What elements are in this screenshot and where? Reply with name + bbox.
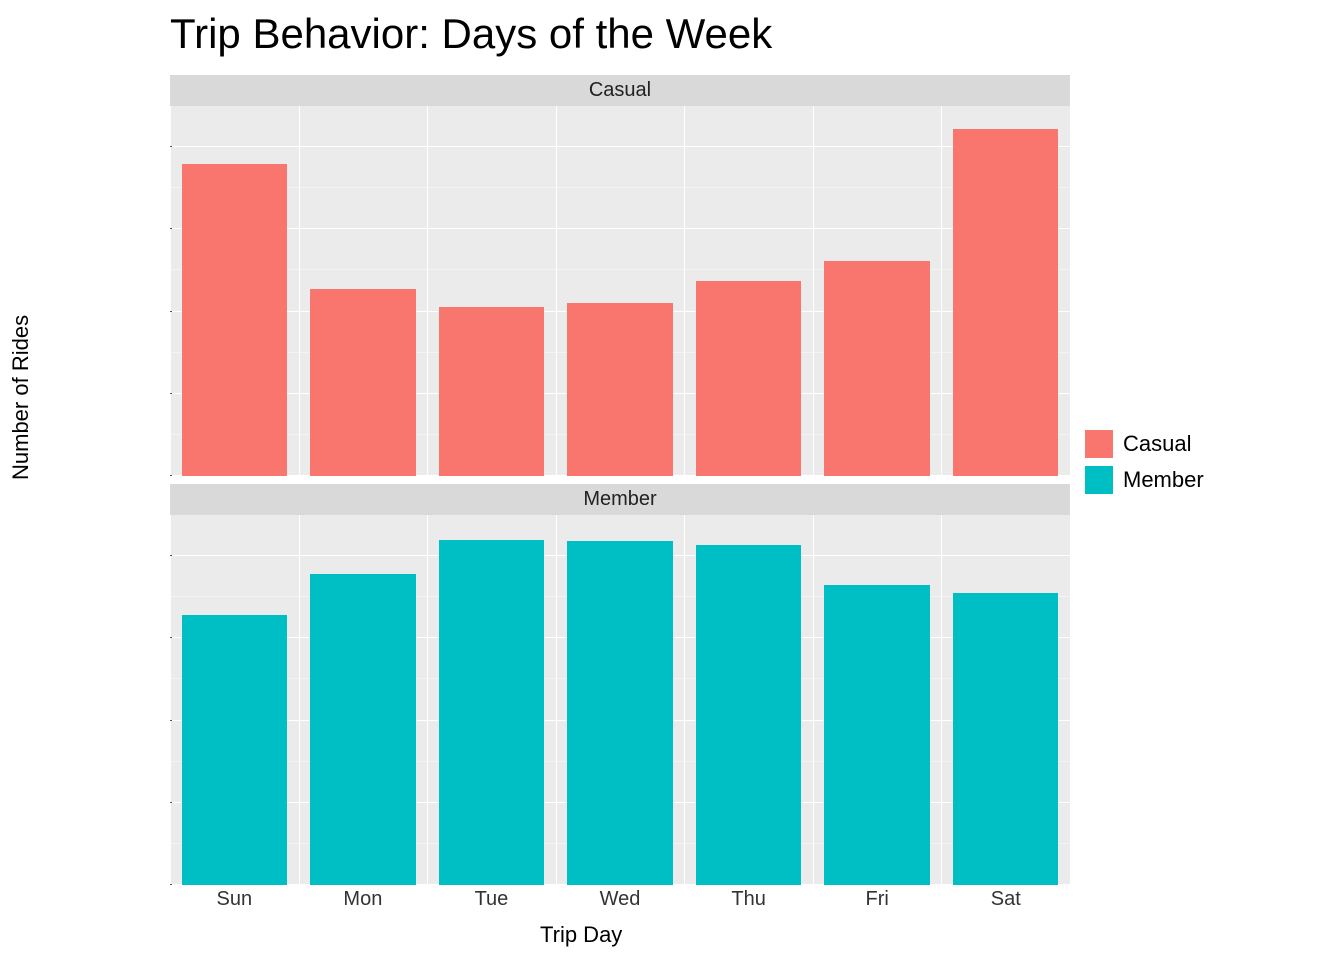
legend-swatch [1085,466,1113,494]
bar [696,545,801,885]
legend-label: Casual [1123,431,1191,457]
x-tick-label: Fri [813,888,942,911]
bar [953,593,1058,885]
chart-title: Trip Behavior: Days of the Week [170,10,772,58]
bar [439,540,544,885]
bar [310,289,415,476]
bar [824,585,929,885]
bar [567,303,672,476]
facet-member: Member0100,000200,000300,000400,000 [170,484,1070,885]
x-tick-label: Thu [684,888,813,911]
plot-panel: 0100,000200,000300,000400,000 [170,106,1070,476]
legend-item: Member [1085,466,1204,494]
bar [953,129,1058,476]
x-tick-labels: SunMonTueWedThuFriSat [170,888,1070,911]
facet-grid: Casual0100,000200,000300,000400,000Membe… [170,75,1070,885]
bar [439,307,544,476]
bar [567,541,672,885]
x-axis-label: Trip Day [540,922,622,948]
plot-panel: 0100,000200,000300,000400,000 [170,515,1070,885]
x-tick-label: Wed [556,888,685,911]
facet-strip: Member [170,484,1070,515]
legend-label: Member [1123,467,1204,493]
x-tick-label: Tue [427,888,556,911]
x-tick-label: Sun [170,888,299,911]
legend-item: Casual [1085,430,1204,458]
legend-swatch [1085,430,1113,458]
chart-container: Trip Behavior: Days of the Week Number o… [0,0,1344,960]
x-tick-label: Mon [299,888,428,911]
facet-strip: Casual [170,75,1070,106]
bar [824,261,929,476]
facet-casual: Casual0100,000200,000300,000400,000 [170,75,1070,476]
x-tick-label: Sat [941,888,1070,911]
bar [182,615,287,885]
legend: Casual Member [1085,430,1204,494]
y-axis-label: Number of Rides [8,315,34,480]
bar [696,281,801,476]
bar [182,164,287,476]
bar [310,574,415,885]
